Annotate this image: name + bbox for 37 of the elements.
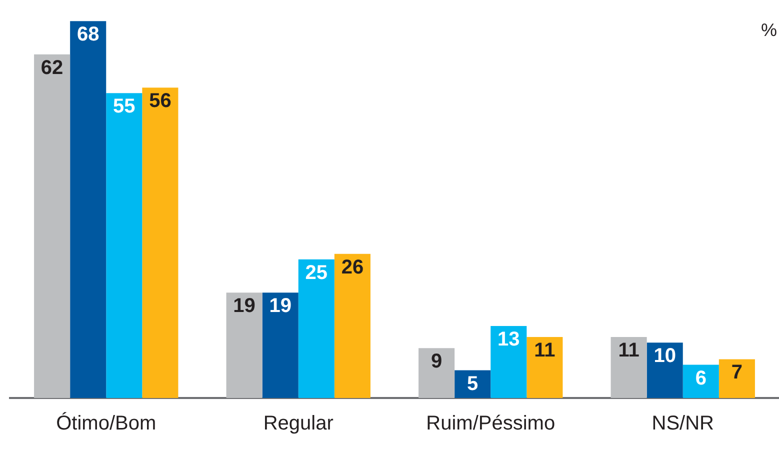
- data-label: 5: [467, 372, 478, 395]
- annotation: %: [760, 20, 777, 40]
- data-label: 13: [498, 328, 520, 350]
- data-label: 68: [76, 24, 100, 46]
- bar: [142, 88, 178, 398]
- bar: [70, 21, 106, 398]
- data-label: 26: [341, 256, 364, 278]
- bar: [334, 254, 370, 398]
- data-label: 10: [654, 345, 676, 368]
- bar: [226, 292, 262, 398]
- bar: [418, 348, 455, 398]
- data-label: 7: [731, 362, 743, 384]
- data-label: 62: [40, 56, 64, 79]
- data-label: 11: [534, 340, 556, 362]
- data-label: 55: [113, 96, 136, 118]
- bar: [610, 337, 647, 398]
- bar: [34, 54, 70, 398]
- data-label: 56: [149, 90, 172, 112]
- x-tick-label: Ruim/Péssimo: [426, 412, 556, 435]
- bar: [718, 359, 755, 398]
- bar: [106, 93, 142, 398]
- data-label: 11: [618, 340, 640, 362]
- data-label: 6: [695, 367, 706, 390]
- bar: [454, 370, 491, 398]
- data-label: 9: [430, 350, 442, 373]
- bar: [298, 259, 334, 398]
- bar: [646, 342, 683, 398]
- data-label: 25: [305, 262, 328, 284]
- x-tick-label: Ótimo/Bom: [56, 412, 156, 435]
- x-tick-label: NS/NR: [652, 412, 714, 435]
- bar: [262, 292, 298, 398]
- data-label: 19: [269, 295, 292, 318]
- x-tick-label: Regular: [263, 412, 334, 435]
- bar: [490, 326, 527, 398]
- bar: [682, 364, 719, 398]
- bar: [526, 337, 563, 398]
- data-label: 19: [233, 295, 256, 318]
